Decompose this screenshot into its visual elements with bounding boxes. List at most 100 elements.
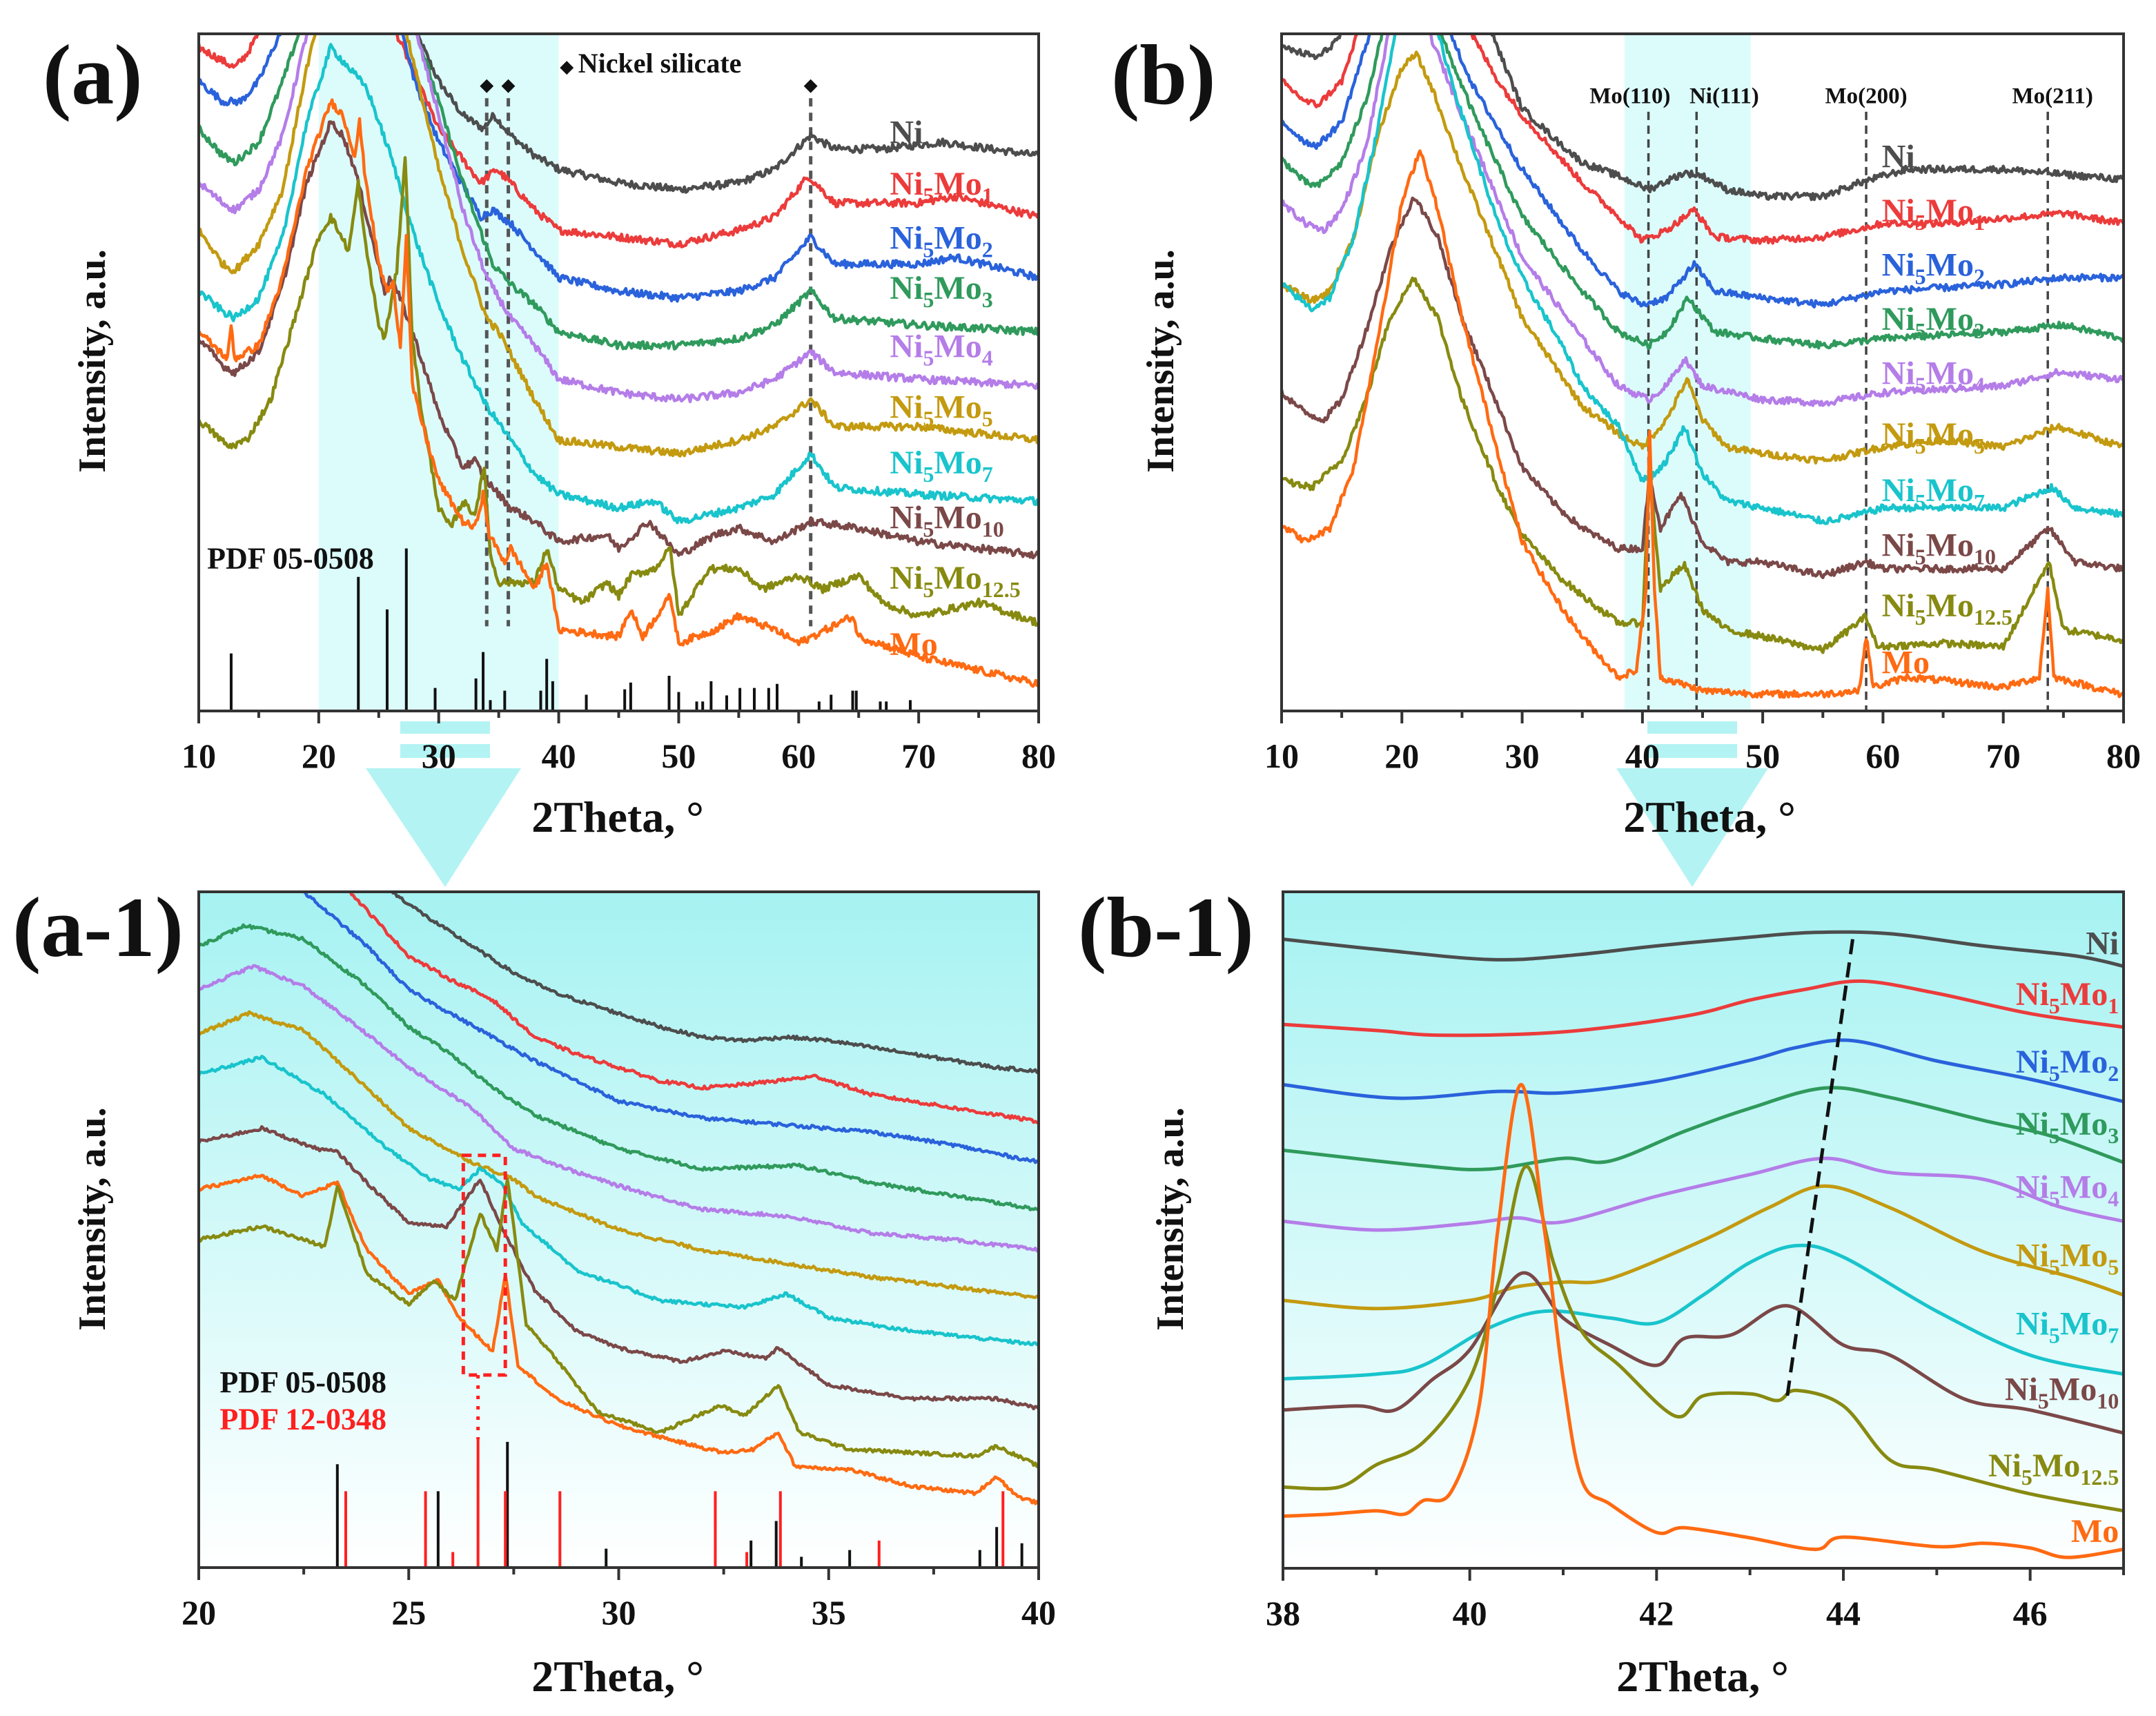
series-label: Ni5Mo7 [2016, 1305, 2119, 1347]
series-line-ni [1282, 34, 2124, 202]
shaded-region [318, 34, 559, 711]
peak-shift-trend-line [1785, 939, 1855, 1396]
nickel-silicate-legend: ◆ Nickel silicate [560, 48, 741, 79]
series-label: Ni5Mo12.5 [1882, 587, 2012, 630]
series-label: Ni5Mo2 [1882, 247, 1985, 289]
zoom-arrow-b [1616, 721, 1768, 887]
reference-pattern [229, 548, 912, 711]
plot-frame [1282, 890, 2125, 1570]
series-line-ni5mo7 [1283, 1243, 2124, 1381]
series-label: Ni5Mo3 [890, 270, 992, 312]
series-line-ni5mo4 [1283, 1156, 2124, 1232]
series-line-ni5mo3 [199, 923, 1039, 1211]
series-line-ni5mo2 [1282, 34, 2124, 309]
x-tick-label: 35 [812, 1593, 846, 1632]
series-label: Ni5Mo7 [890, 445, 992, 487]
x-tick-label: 46 [2013, 1594, 2048, 1632]
series-line-ni [391, 892, 1039, 1074]
series-label: Mo [1882, 644, 1930, 681]
x-tick-label: 20 [182, 1593, 216, 1632]
x-tick-label: 40 [542, 737, 576, 775]
series-label: Ni5Mo4 [2016, 1169, 2119, 1211]
series-line-ni [1283, 930, 2124, 968]
series-label: Mo [2071, 1513, 2119, 1550]
series-label: Ni5Mo10 [890, 499, 1003, 541]
series-line-mo [199, 98, 1039, 688]
y-axis-title-b: Intensity, a.u. [1139, 249, 1182, 473]
x-tick-label: 70 [1986, 737, 2021, 775]
peak-label: Mo(200) [1825, 84, 1907, 108]
series-line-ni5mo12-5 [1283, 1164, 2124, 1513]
x-tick-label: 70 [901, 737, 936, 775]
series-line-mo [1282, 149, 2124, 699]
series-label: Ni5Mo10 [1882, 527, 1996, 569]
reference-pattern-label: PDF 05-0508 [207, 541, 374, 575]
series-label: Ni5Mo5 [890, 389, 992, 431]
y-axis-title-a-1: Intensity, a.u. [71, 1107, 114, 1331]
reference-pattern [344, 1438, 1005, 1568]
series-line-ni5mo2 [199, 34, 1039, 303]
x-tick-label: 40 [1021, 1593, 1056, 1632]
y-axis-title-a: Intensity, a.u. [71, 249, 114, 473]
series-line-ni5mo12-5 [199, 156, 1039, 627]
series-line-ni5mo1 [349, 892, 1039, 1124]
panel-label-b: (b) [1111, 28, 1216, 122]
zoom-arrow-a [366, 721, 521, 887]
panel-label-a-1: (a-1) [12, 880, 184, 975]
series-line-ni5mo12-5 [199, 1177, 1039, 1468]
series-line-ni5mo4 [199, 964, 1039, 1253]
x-tick-label: 60 [1865, 737, 1900, 775]
x-tick-label: 25 [391, 1593, 426, 1632]
x-axis-title-b: 2Theta, ° [1623, 792, 1796, 841]
x-tick-label: 10 [182, 737, 216, 775]
series-line-ni5mo5 [1283, 1184, 2124, 1311]
x-axis: 38 40 42 44 46 [1266, 1568, 2125, 1632]
panel-label-a: (a) [43, 28, 143, 122]
reference-pattern-label: PDF 12-0348 [219, 1403, 386, 1436]
series-line-ni5mo1 [1283, 979, 2124, 1037]
reference-pattern-label: PDF 05-0508 [219, 1365, 386, 1399]
series-line-ni5mo10 [199, 120, 1039, 560]
peak-label: Mo(110) [1589, 84, 1670, 108]
series-line-ni5mo5 [1282, 50, 2124, 465]
series-label: Ni5Mo3 [1882, 301, 1985, 343]
x-tick-label: 50 [1745, 737, 1780, 775]
y-axis-title-b-1: Intensity, a.u. [1149, 1107, 1192, 1331]
series-line-ni5mo7 [1282, 34, 2124, 525]
series-label: Ni5Mo3 [2016, 1106, 2119, 1148]
series-label: Ni5Mo12.5 [890, 560, 1020, 602]
x-tick-label: 50 [661, 737, 696, 775]
series-line-ni5mo7 [199, 43, 1039, 525]
x-tick-label: 80 [1021, 737, 1056, 775]
panel-b-1: Ni Ni5Mo1 Ni5Mo2 Ni5Mo3 Ni5Mo4 Ni5Mo5 Ni5Mo7 Ni… [1266, 890, 2125, 1632]
series-label: Ni5Mo1 [1882, 193, 1985, 235]
x-tick-label: 30 [422, 737, 456, 775]
x-tick-label: 30 [1505, 737, 1540, 775]
x-tick-label: 40 [1625, 737, 1660, 775]
series-line-ni5mo10 [1283, 1271, 2124, 1435]
x-tick-label: 30 [602, 1593, 636, 1632]
x-axis-title-a: 2Theta, ° [531, 792, 704, 841]
x-axis: 10 20 30 40 50 60 70 80 [1264, 711, 2141, 775]
series-line-ni [416, 34, 1039, 194]
panel-b: Ni Ni5Mo1 Ni5Mo2 Ni5Mo3 Ni5Mo4 Ni5Mo5 Ni5Mo7 Ni… [1264, 32, 2141, 775]
x-tick-label: 40 [1453, 1594, 1487, 1632]
series-label: Ni5Mo1 [2016, 976, 2119, 1018]
series-line-ni5mo2 [303, 892, 1039, 1164]
x-tick-label: 44 [1826, 1594, 1861, 1632]
series-line-ni5mo1 [1282, 34, 2124, 245]
series-label: Mo [890, 626, 937, 663]
highlight-box [461, 1153, 507, 1377]
series-line-ni5mo12-5 [1282, 276, 2124, 654]
nickel-silicate-marker: ◆ [480, 75, 493, 95]
series-label: Ni5Mo12.5 [1988, 1447, 2119, 1490]
x-tick-label: 80 [2106, 737, 2141, 775]
series-line-ni5mo7 [199, 1055, 1039, 1347]
series-line-mo [199, 1173, 1039, 1505]
peak-label: Ni(111) [1689, 84, 1759, 108]
series-label: Ni5Mo2 [890, 220, 992, 262]
x-axis-title-b-1: 2Theta, ° [1616, 1652, 1789, 1701]
x-tick-label: 20 [1384, 737, 1419, 775]
series-line-ni5mo3 [199, 34, 1039, 351]
x-axis: 20 25 30 35 40 [182, 1568, 1056, 1632]
